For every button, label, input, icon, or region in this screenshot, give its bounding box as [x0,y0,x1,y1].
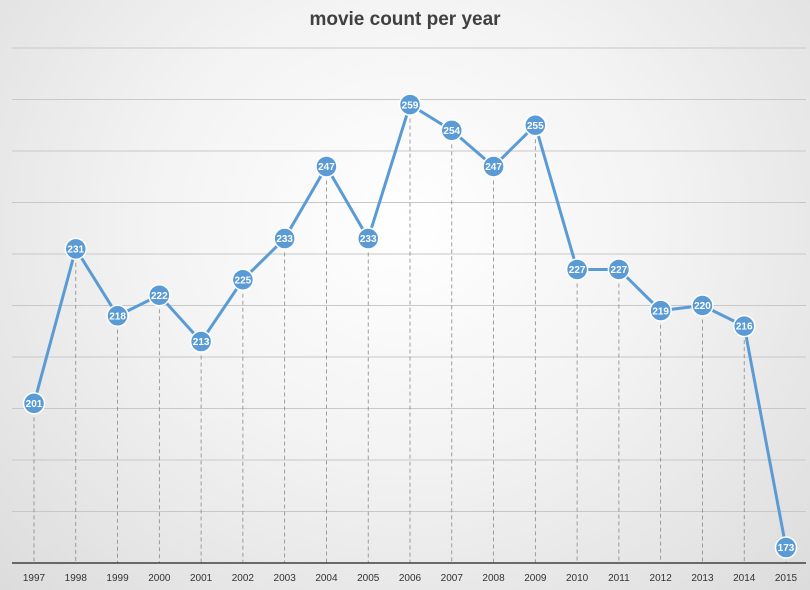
data-point [565,258,589,281]
data-point [524,114,547,137]
data-label: 259 [402,100,419,111]
x-tick-label: 1997 [23,573,46,584]
data-label: 231 [67,244,84,255]
gridlines [12,47,806,512]
x-tick-label: 2005 [357,573,380,584]
x-tick-label: 2010 [566,573,589,584]
data-point [106,304,129,328]
x-tick-label: 2009 [524,573,547,584]
data-label: 220 [694,301,711,312]
data-point [649,299,672,322]
data-label: 233 [276,234,293,245]
drop-lines [33,104,787,563]
data-label: 233 [360,234,377,245]
data-label: 227 [569,265,586,276]
data-label: 218 [109,311,126,322]
data-label: 173 [778,543,795,554]
x-tick-label: 2002 [232,573,255,584]
data-label: 219 [652,306,669,317]
data-point [440,119,464,142]
data-point [22,392,46,415]
data-label: 201 [26,399,43,410]
data-label: 222 [151,291,168,302]
x-tick-label: 2012 [650,573,673,584]
data-markers [22,93,798,559]
data-point [315,155,338,178]
x-tick-label: 2004 [315,573,338,584]
data-point [691,294,714,317]
data-label: 213 [193,337,210,348]
data-labels: 201 231 218 222 213 225 233 247 233 259 254 247 255 2… [26,100,795,554]
data-label: 225 [235,275,252,286]
data-point [607,258,631,281]
x-tick-label: 1999 [106,573,129,584]
data-point [356,227,380,250]
data-point [64,237,88,261]
x-tick-label: 2001 [190,573,213,584]
data-point [398,93,422,116]
x-tick-label: 2015 [775,573,798,584]
data-label: 227 [611,265,628,276]
x-tick-label: 2003 [274,573,297,584]
x-tick-label: 2011 [608,573,630,584]
data-label: 255 [527,121,544,132]
data-point [774,536,798,559]
x-tick-label: 2006 [399,573,422,584]
x-axis-tick-labels: 1997 1998 1999 2000 2001 2002 2003 2004 2005 2006… [23,573,798,584]
x-tick-label: 2000 [148,573,171,584]
data-point [732,314,756,338]
data-label: 216 [736,322,753,333]
data-point [231,268,255,291]
x-tick-label: 1998 [65,573,88,584]
data-point [148,283,171,307]
x-tick-label: 2013 [691,573,714,584]
data-point [273,227,296,250]
data-point [482,155,505,178]
data-point [189,330,213,353]
chart-title: movie count per year [309,9,501,30]
x-tick-label: 2007 [441,573,464,584]
data-label: 247 [485,162,502,173]
x-tick-label: 2008 [482,573,505,584]
x-tick-label: 2014 [733,573,756,584]
data-label: 247 [318,162,335,173]
data-label: 254 [443,126,460,137]
